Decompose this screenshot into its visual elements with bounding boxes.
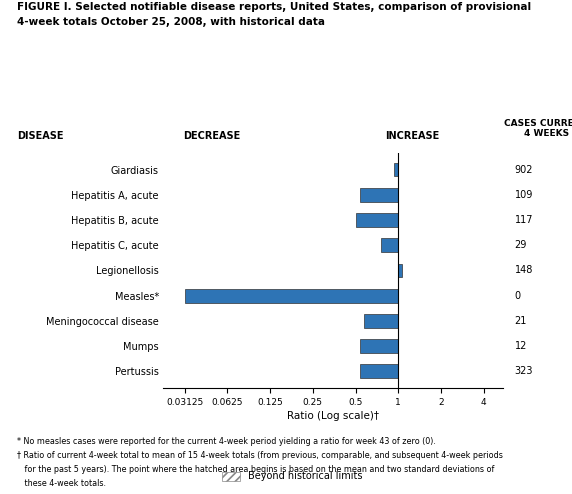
Text: DISEASE: DISEASE <box>17 131 63 141</box>
Bar <box>398 263 403 278</box>
Text: 148: 148 <box>514 265 533 276</box>
Text: CASES CURRENT
4 WEEKS: CASES CURRENT 4 WEEKS <box>505 119 572 138</box>
Text: 29: 29 <box>514 240 527 250</box>
Bar <box>356 213 398 227</box>
Text: 117: 117 <box>514 215 533 225</box>
Bar <box>185 289 398 303</box>
Legend: Beyond historical limits: Beyond historical limits <box>223 471 362 482</box>
Bar <box>364 314 398 328</box>
Text: DECREASE: DECREASE <box>183 131 240 141</box>
Text: 109: 109 <box>514 190 533 200</box>
Text: 902: 902 <box>514 165 533 174</box>
Text: 4-week totals October 25, 2008, with historical data: 4-week totals October 25, 2008, with his… <box>17 17 325 27</box>
Bar <box>360 188 398 202</box>
Text: † Ratio of current 4-week total to mean of 15 4-week totals (from previous, comp: † Ratio of current 4-week total to mean … <box>17 451 503 460</box>
Text: 323: 323 <box>514 367 533 376</box>
Bar <box>360 339 398 353</box>
Bar <box>394 163 398 176</box>
Text: FIGURE I. Selected notifiable disease reports, United States, comparison of prov: FIGURE I. Selected notifiable disease re… <box>17 2 531 12</box>
Bar <box>441 153 503 388</box>
Text: 0: 0 <box>514 290 521 301</box>
Bar <box>380 238 398 252</box>
Text: INCREASE: INCREASE <box>385 131 439 141</box>
Bar <box>360 365 398 378</box>
Text: 21: 21 <box>514 316 527 326</box>
Text: * No measles cases were reported for the current 4-week period yielding a ratio : * No measles cases were reported for the… <box>17 437 436 446</box>
Text: 12: 12 <box>514 341 527 351</box>
Text: these 4-week totals.: these 4-week totals. <box>17 479 106 488</box>
X-axis label: Ratio (Log scale)†: Ratio (Log scale)† <box>287 411 379 421</box>
Text: for the past 5 years). The point where the hatched area begins is based on the m: for the past 5 years). The point where t… <box>17 465 495 474</box>
